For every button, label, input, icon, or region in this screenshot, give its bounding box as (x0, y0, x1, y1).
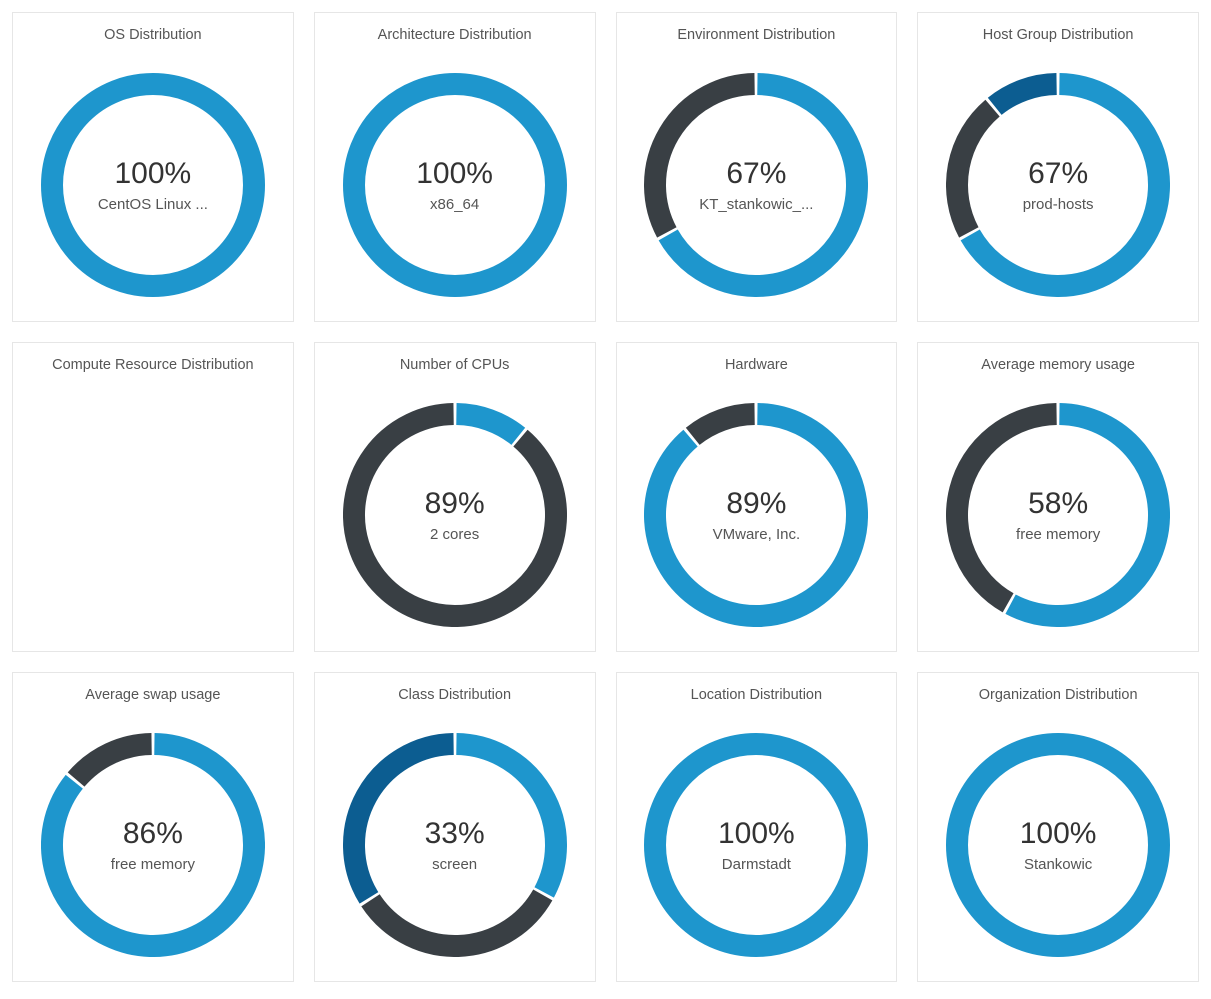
dashboard-card: Architecture Distribution 100%x86_64 (314, 12, 596, 322)
donut-chart (644, 403, 868, 627)
donut-chart (343, 733, 567, 957)
card-title: Compute Resource Distribution (52, 357, 253, 373)
donut-segment[interactable] (354, 744, 454, 898)
donut-segment[interactable] (76, 744, 152, 780)
donut-segment[interactable] (354, 84, 556, 286)
dashboard-card: Average memory usage 58%free memory (917, 342, 1199, 652)
dashboard-card: Location Distribution 100%Darmstadt (616, 672, 898, 982)
donut-chart (41, 73, 265, 297)
donut-wrap: 67%prod-hosts (918, 49, 1198, 321)
card-title: Organization Distribution (979, 687, 1138, 703)
donut-segment[interactable] (52, 84, 254, 286)
donut-chart (343, 73, 567, 297)
donut-segment[interactable] (970, 84, 1159, 286)
donut-wrap: 33%screen (315, 709, 595, 981)
card-title: Hardware (725, 357, 788, 373)
donut-chart (41, 733, 265, 957)
donut-segment[interactable] (456, 414, 518, 436)
dashboard-card: OS Distribution 100%CentOS Linux ... (12, 12, 294, 322)
dashboard-card: Compute Resource Distribution (12, 342, 294, 652)
dashboard-card: Host Group Distribution 67%prod-hosts (917, 12, 1199, 322)
donut-wrap: 100%Stankowic (918, 709, 1198, 981)
donut-chart (946, 403, 1170, 627)
donut-segment[interactable] (1011, 414, 1159, 616)
card-title: Class Distribution (398, 687, 511, 703)
donut-segment[interactable] (655, 414, 857, 616)
donut-wrap: 100%CentOS Linux ... (13, 49, 293, 321)
dashboard-card: Environment Distribution 67%KT_stankowic_… (616, 12, 898, 322)
donut-segment[interactable] (370, 895, 542, 946)
card-title: OS Distribution (104, 27, 202, 43)
donut-wrap (13, 379, 293, 651)
donut-chart (946, 733, 1170, 957)
card-title: Host Group Distribution (983, 27, 1134, 43)
dashboard-card: Number of CPUs 89%2 cores (314, 342, 596, 652)
donut-wrap: 86%free memory (13, 709, 293, 981)
donut-chart (946, 73, 1170, 297)
donut-chart (644, 733, 868, 957)
donut-wrap: 100%Darmstadt (617, 709, 897, 981)
donut-segment[interactable] (995, 84, 1057, 106)
donut-segment[interactable] (957, 744, 1159, 946)
card-title: Average swap usage (85, 687, 220, 703)
donut-wrap: 89%2 cores (315, 379, 595, 651)
donut-segment[interactable] (655, 84, 755, 232)
card-title: Number of CPUs (400, 357, 510, 373)
donut-wrap: 100%x86_64 (315, 49, 595, 321)
donut-wrap: 89%VMware, Inc. (617, 379, 897, 651)
card-title: Average memory usage (981, 357, 1135, 373)
donut-chart (644, 73, 868, 297)
donut-segment[interactable] (957, 414, 1057, 603)
dashboard-card: Class Distribution 33%screen (314, 672, 596, 982)
donut-chart (343, 403, 567, 627)
dashboard-grid: OS Distribution100%CentOS Linux ...Archi… (0, 0, 1211, 994)
dashboard-card: Average swap usage 86%free memory (12, 672, 294, 982)
card-title: Location Distribution (691, 687, 822, 703)
donut-segment[interactable] (957, 108, 993, 232)
card-title: Environment Distribution (677, 27, 835, 43)
donut-segment[interactable] (693, 414, 755, 436)
donut-wrap: 58%free memory (918, 379, 1198, 651)
card-title: Architecture Distribution (378, 27, 532, 43)
dashboard-card: Organization Distribution 100%Stankowic (917, 672, 1199, 982)
donut-wrap: 67%KT_stankowic_... (617, 49, 897, 321)
donut-segment[interactable] (456, 744, 556, 892)
donut-segment[interactable] (655, 744, 857, 946)
dashboard-card: Hardware 89%VMware, Inc. (616, 342, 898, 652)
donut-segment[interactable] (354, 414, 556, 616)
